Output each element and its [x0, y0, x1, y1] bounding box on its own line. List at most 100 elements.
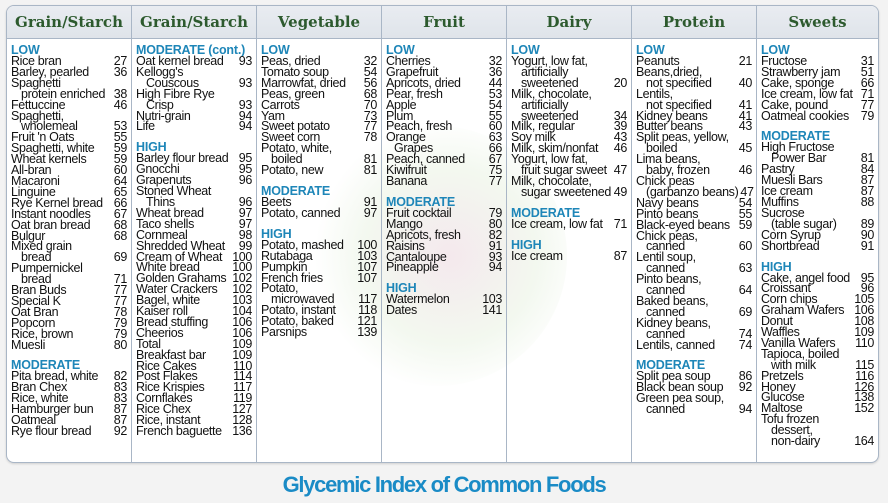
food-item: Cherries 32 — [386, 55, 502, 68]
food-item: Tofu frozen dessert, non-dairy 164 — [761, 413, 874, 447]
food-name-line: Lentils, canned — [636, 337, 715, 352]
food-item: Instant noodles 67 — [11, 207, 127, 220]
food-name: Black-eyed beans — [636, 218, 737, 231]
food-name-line: Shortbread — [761, 238, 820, 253]
glycemic-value: 64 — [738, 283, 753, 298]
food-item: Fruit cocktail 79 — [386, 207, 502, 220]
food-name-continuation: with milk — [771, 357, 816, 372]
glycemic-value: 116 — [855, 368, 874, 383]
section-moderate: MODERATE Pita bread, white 82 Bran Chex 83 Ri… — [11, 359, 128, 437]
food-name-line: French fries — [261, 270, 323, 285]
food-name-line: High Fibre Rye — [136, 86, 215, 101]
food-name-line: Potato, canned — [261, 205, 341, 220]
glycemic-value: 46 — [113, 97, 128, 112]
glycemic-value: 79 — [113, 326, 128, 341]
food-name-line: Kaiser roll — [136, 304, 188, 319]
food-item: Pretzels 116 — [761, 368, 874, 383]
food-item: Carrots 70 — [261, 98, 377, 111]
food-item: Tomato soup 54 — [261, 66, 377, 79]
food-item: Lentil soup, canned 63 — [636, 251, 752, 274]
food-name: Pear, fresh — [386, 87, 487, 100]
food-name: Green pea soup, canned — [636, 392, 737, 415]
food-name-line: Milk, regular — [511, 119, 575, 134]
section-high: HIGH Ice cream 87 — [511, 238, 627, 262]
glycemic-value: 21 — [738, 54, 753, 68]
food-name-line: Chick peas, — [636, 228, 698, 243]
food-name: Pinto beans — [636, 207, 737, 220]
food-name-continuation: canned — [646, 326, 685, 341]
glycemic-value: 103 — [357, 248, 377, 263]
glycemic-value: 92 — [738, 380, 753, 395]
food-name: French baguette — [136, 425, 230, 438]
food-name-continuation: canned — [646, 239, 685, 254]
food-name-line: High Fructose — [761, 140, 835, 155]
food-name: Potato, baked — [261, 315, 355, 328]
food-name-line: Oat bran bread — [11, 217, 91, 232]
food-name: Popcorn — [11, 317, 112, 330]
food-name: Rice Krispies — [136, 381, 231, 394]
food-name-line: All-bran — [11, 163, 52, 178]
food-item: Rice, instant 128 — [136, 414, 252, 427]
food-name: All-bran — [11, 163, 112, 178]
food-name: Special K — [11, 293, 112, 308]
food-name-line: Gnocchi — [136, 162, 180, 177]
food-name-line: Special K — [11, 293, 61, 308]
food-name: Corn chips — [761, 293, 852, 306]
glycemic-value: 100 — [232, 260, 252, 275]
food-name-line: Peanuts — [636, 54, 680, 68]
food-name: Baked beans, canned — [636, 295, 737, 318]
food-item: Corn chips 105 — [761, 293, 874, 306]
glycemic-value: 66 — [113, 195, 128, 210]
food-item: Shortbread 91 — [761, 238, 874, 253]
food-name: Sweet corn — [261, 131, 362, 144]
food-name: Black bean soup — [636, 381, 737, 394]
food-name: Barley flour bread — [136, 152, 237, 165]
food-item: Pinto beans, canned 64 — [636, 273, 753, 298]
food-name: Beets — [261, 196, 362, 209]
food-name: Watermelon — [386, 292, 480, 307]
food-name: Corn Syrup — [761, 228, 859, 241]
food-name-line: Wheat kernels — [11, 152, 87, 167]
food-item: Hamburger bun 87 — [11, 403, 127, 416]
food-item: Glucose 138 — [761, 390, 874, 405]
table-header-row: Grain/Starch Grain/Starch Vegetable Fruit Da… — [7, 6, 878, 39]
food-name: Yam — [261, 109, 362, 122]
section-moderate: MODERATE High Fructose Power Bar 81 Pastry 84… — [761, 130, 874, 253]
food-name: Apricots, dried — [386, 77, 487, 90]
food-name: Cake, pound — [761, 98, 859, 111]
glycemic-value: 51 — [860, 64, 875, 79]
food-name: Pinto beans, canned — [636, 273, 737, 296]
food-name-line: Watermelon — [386, 292, 450, 307]
food-item: Special K 77 — [11, 293, 127, 308]
glycemic-value: 97 — [238, 205, 253, 220]
glycemic-value: 117 — [358, 292, 377, 307]
glycemic-value: 77 — [860, 97, 875, 112]
glycemic-value: 139 — [357, 325, 377, 340]
glycemic-value: 138 — [854, 390, 874, 405]
column-protein: LOW Peanuts 21 Beans,dried, not specified 40 L… — [632, 39, 757, 462]
glycemic-value: 109 — [232, 347, 252, 362]
food-item: Apricots, dried 44 — [386, 77, 502, 90]
glycemic-value: 82 — [488, 227, 503, 242]
food-name: Yogurt, low fat, fruit sugar sweet — [511, 153, 612, 176]
food-name: Rice Chex — [136, 403, 230, 416]
food-name-line: Cantaloupe — [386, 249, 447, 264]
glycemic-value: 87 — [113, 413, 128, 428]
food-name: Lima beans, baby, frozen — [636, 153, 737, 176]
glycemic-value: 53 — [488, 86, 503, 101]
food-item: Black-eyed beans 59 — [636, 218, 752, 231]
food-name-continuation: artificially — [521, 97, 569, 112]
glycemic-value: 110 — [233, 358, 252, 373]
food-name-line: Taco shells — [136, 216, 194, 231]
food-name-line: Pretzels — [761, 368, 804, 383]
glycemic-value: 75 — [488, 163, 503, 178]
food-name-line: Spaghetti — [11, 75, 61, 90]
food-name: Hamburger bun — [11, 403, 112, 416]
food-name-line: Cheerios — [136, 325, 184, 340]
glycemic-value: 63 — [488, 130, 503, 145]
glycemic-index-table: Grain/Starch Grain/Starch Vegetable Fruit Da… — [6, 5, 879, 463]
food-name-continuation: Crisp — [146, 97, 174, 112]
glycemic-value: 86 — [738, 369, 753, 384]
glycemic-value: 91 — [363, 194, 378, 209]
food-item: Rice Krispies 117 — [136, 381, 252, 394]
